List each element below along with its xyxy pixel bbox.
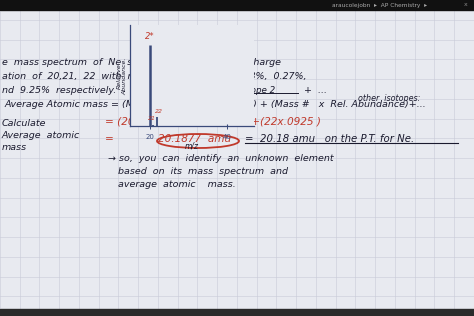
Text: isotope 1: isotope 1: [148, 86, 188, 95]
Text: → so,  you  can  identify  an  unknown  element: → so, you can identify an unknown elemen…: [108, 154, 334, 163]
Text: 22: 22: [155, 109, 163, 114]
Text: based  on  its  mass  spectrum  and: based on its mass spectrum and: [118, 167, 288, 176]
Text: araucolejobn  ▸  AP Chemistry  ▸: araucolejobn ▸ AP Chemistry ▸: [332, 3, 428, 8]
Text: average  atomic    mass.: average atomic mass.: [118, 180, 236, 189]
Text: other  isotopes:: other isotopes:: [358, 94, 420, 103]
Text: =  20.18 amu   on the P.T. for Ne.: = 20.18 amu on the P.T. for Ne.: [245, 134, 414, 144]
Text: = (20x .9048)+(21 x .0027)+(22x.0925 ): = (20x .9048)+(21 x .0027)+(22x.0925 ): [105, 116, 321, 126]
Text: mass: mass: [2, 143, 27, 152]
X-axis label: m/z: m/z: [185, 142, 199, 150]
Text: +: +: [220, 86, 228, 95]
Text: ation  of  20,21,  22  with  relative  abundance  90.48%,  0.27%,: ation of 20,21, 22 with relative abundan…: [2, 72, 307, 81]
Text: 20.1877  amu: 20.1877 amu: [158, 134, 231, 144]
Text: 2*: 2*: [145, 32, 155, 41]
Text: Average  atomic: Average atomic: [2, 131, 80, 140]
Text: x: x: [464, 3, 468, 8]
Text: Calculate: Calculate: [2, 119, 46, 128]
Text: 21: 21: [147, 116, 155, 121]
Text: =: =: [105, 134, 114, 144]
Text: e  mass spectrum  of  Ne  show  3  peaks  at  mass/charge: e mass spectrum of Ne show 3 peaks at ma…: [2, 58, 281, 67]
Y-axis label: Relative
Abundance.: Relative Abundance.: [117, 57, 128, 94]
Text: Average Atomic mass = (Mass #  x  Rel. Abundance) + (Mass #   x  Rel. Abundance): Average Atomic mass = (Mass # x Rel. Abu…: [5, 100, 427, 109]
Text: +  ...: + ...: [304, 86, 327, 95]
Text: nd  9.25%  respectively.: nd 9.25% respectively.: [2, 86, 116, 95]
Text: isotope 2: isotope 2: [235, 86, 275, 95]
